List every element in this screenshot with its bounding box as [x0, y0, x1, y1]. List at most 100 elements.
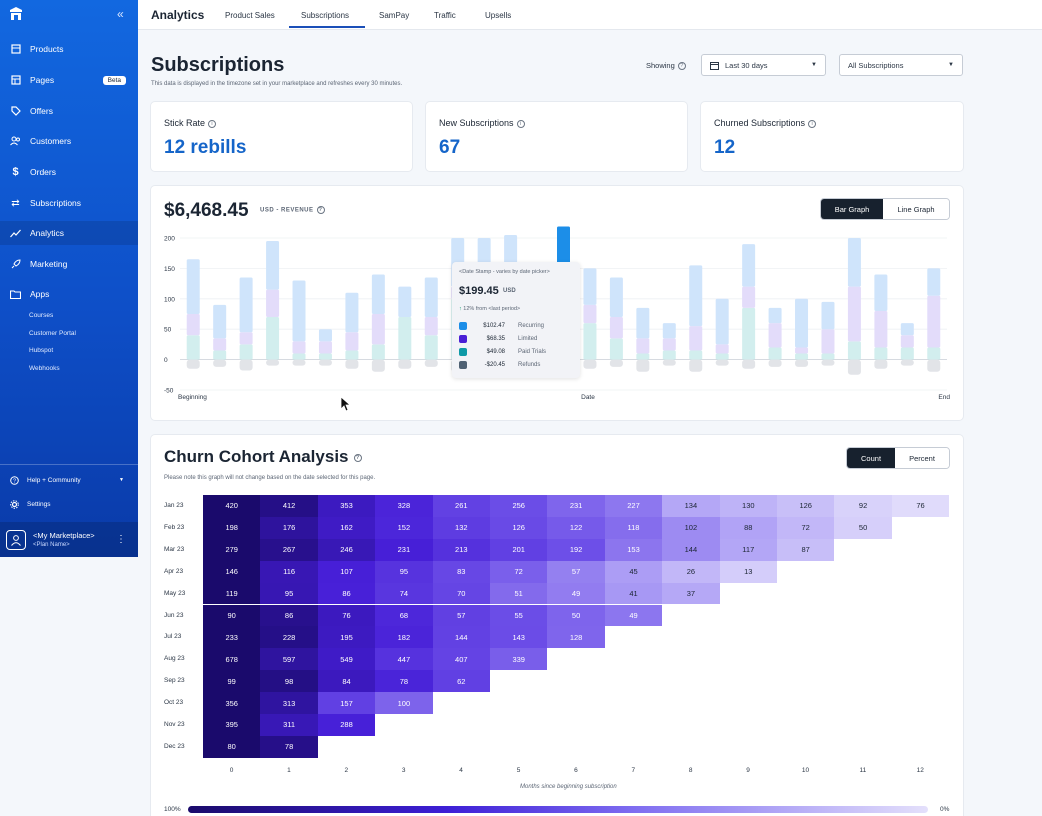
info-icon[interactable]: ? [316, 206, 325, 214]
bar-segment-recurring [900, 323, 914, 336]
cohort-row-label: Jul 23 [164, 633, 182, 641]
tab-traffic[interactable]: Traffic [434, 11, 456, 20]
kpi-card-churned-subscriptions: Churned Subscriptions i 12 [701, 102, 963, 171]
info-icon[interactable]: i [208, 119, 217, 128]
info-icon[interactable]: i [808, 119, 817, 128]
cohort-row-label: Oct 23 [164, 699, 184, 707]
sidebar-subitem-courses[interactable]: Courses [29, 312, 54, 319]
sidebar-subitem-hubspot[interactable]: Hubspot [29, 347, 54, 354]
account-plan: <Plan Name> [33, 542, 70, 548]
logo-icon[interactable] [8, 7, 24, 21]
account-name: <My Marketplace> [33, 531, 95, 540]
info-icon[interactable]: ? [353, 453, 362, 462]
help-community-menu[interactable]: ? Help + Community ▼ [0, 472, 138, 488]
cohort-cell: 76 [317, 604, 376, 627]
cohort-cell: 356 [203, 692, 261, 714]
tooltip-row-value: $102.47 [483, 323, 505, 329]
tab-upsells[interactable]: Upsells [485, 11, 512, 20]
cohort-cell: 86 [260, 604, 318, 627]
cohort-cell: 246 [317, 538, 376, 561]
kpi-label-text: Stick Rate [164, 118, 206, 128]
cohort-row-label: May 23 [164, 589, 186, 597]
sidebar-item-products[interactable]: Products [0, 37, 138, 61]
cohort-col-label: 8 [688, 766, 693, 774]
sidebar-subitem-webhooks[interactable]: Webhooks [29, 365, 60, 372]
tooltip-row-value: $68.35 [486, 336, 505, 342]
bar-segment-paid-trials [186, 335, 200, 360]
cohort-col-label: 0 [229, 766, 234, 774]
cohort-col-label: 2 [344, 766, 349, 774]
sidebar-item-analytics[interactable]: Analytics [0, 221, 138, 245]
bar-segment-refunds [821, 359, 835, 366]
cohort-col-label: 11 [859, 766, 867, 774]
chevron-down-icon: ▼ [811, 62, 817, 68]
cohort-cell: 55 [490, 604, 548, 627]
cohort-cell: 407 [432, 648, 490, 671]
y-tick-label: 150 [164, 266, 175, 273]
kpi-label: Churned Subscriptions i [714, 118, 817, 128]
bar-segment-refunds [795, 359, 809, 367]
cohort-cell: 37 [662, 582, 720, 605]
bar-segment-recurring [239, 277, 253, 333]
bar-segment-recurring [821, 301, 835, 330]
kpi-value: 12 [714, 137, 736, 158]
tab-subscriptions[interactable]: Subscriptions [301, 11, 350, 20]
bar-segment-refunds [239, 359, 253, 371]
bar-segment-limited [424, 317, 438, 336]
bar-segment-limited [292, 341, 306, 354]
calendar-icon [710, 61, 719, 70]
y-tick-label: -50 [164, 388, 174, 395]
collapse-sidebar-icon[interactable]: « [117, 7, 124, 21]
kebab-menu-icon[interactable]: ⋮ [116, 534, 126, 545]
kpi-label-text: New Subscriptions [439, 118, 514, 128]
bar-segment-recurring [345, 292, 359, 333]
sidebar-item-label: Offers [30, 106, 53, 116]
sidebar-item-label: Marketing [30, 259, 68, 269]
sidebar-subitem-customer-portal[interactable]: Customer Portal [29, 330, 76, 337]
tab-product-sales[interactable]: Product Sales [225, 11, 275, 20]
sidebar-item-customers[interactable]: Customers [0, 129, 138, 153]
cohort-col-label: 3 [401, 766, 406, 774]
bar-segment-paid-trials [292, 353, 306, 360]
cohort-cell: 157 [317, 692, 376, 714]
bar-segment-recurring [715, 298, 729, 345]
info-icon[interactable]: i [516, 119, 525, 128]
cohort-cell: 288 [317, 714, 376, 736]
settings-link[interactable]: Settings [0, 496, 138, 512]
tooltip-unit: USD [503, 288, 516, 294]
subscription-filter-select[interactable]: All Subscriptions ▼ [839, 54, 963, 76]
bar-segment-recurring [583, 268, 597, 305]
tab-sampay[interactable]: SamPay [379, 11, 410, 20]
sidebar-item-offers[interactable]: Offers [0, 99, 138, 123]
bar-segment-recurring [662, 323, 676, 339]
percent-button[interactable]: Percent [895, 448, 949, 468]
revenue-unit: USD - REVENUE? [260, 206, 325, 214]
sidebar-item-pages[interactable]: Pages Beta [0, 68, 138, 92]
info-icon[interactable]: ? [677, 62, 686, 71]
sidebar-item-apps[interactable]: Apps [0, 282, 138, 306]
bar-segment-refunds [371, 359, 385, 372]
count-button[interactable]: Count [847, 448, 896, 468]
showing-label: Showing? [646, 61, 686, 71]
line-graph-button[interactable]: Line Graph [883, 199, 949, 219]
cohort-cell: 74 [375, 582, 433, 605]
bar-segment-limited [768, 323, 782, 348]
date-range-select[interactable]: Last 30 days ▼ [701, 54, 826, 76]
cohort-cell: 88 [719, 516, 777, 539]
cohort-cell: 227 [604, 495, 663, 517]
bar-segment-limited [583, 304, 597, 324]
cohort-cell: 70 [432, 582, 490, 605]
bar-graph-button[interactable]: Bar Graph [821, 199, 884, 219]
account-switcher[interactable]: <My Marketplace> <Plan Name> ⋮ [0, 522, 138, 557]
gear-icon [10, 499, 19, 509]
sidebar-item-marketing[interactable]: Marketing [0, 252, 138, 276]
cohort-cell: 313 [260, 692, 318, 714]
cohort-cell: 57 [547, 560, 605, 583]
cohort-cell: 213 [432, 538, 490, 561]
cohort-cell: 132 [432, 516, 490, 539]
sidebar-item-orders[interactable]: $ Orders [0, 160, 138, 184]
bar-segment-refunds [927, 359, 941, 372]
bar-segment-paid-trials [398, 317, 412, 360]
cohort-row-label: Apr 23 [164, 567, 184, 575]
sidebar-item-subscriptions[interactable]: ⇄ Subscriptions [0, 191, 138, 215]
